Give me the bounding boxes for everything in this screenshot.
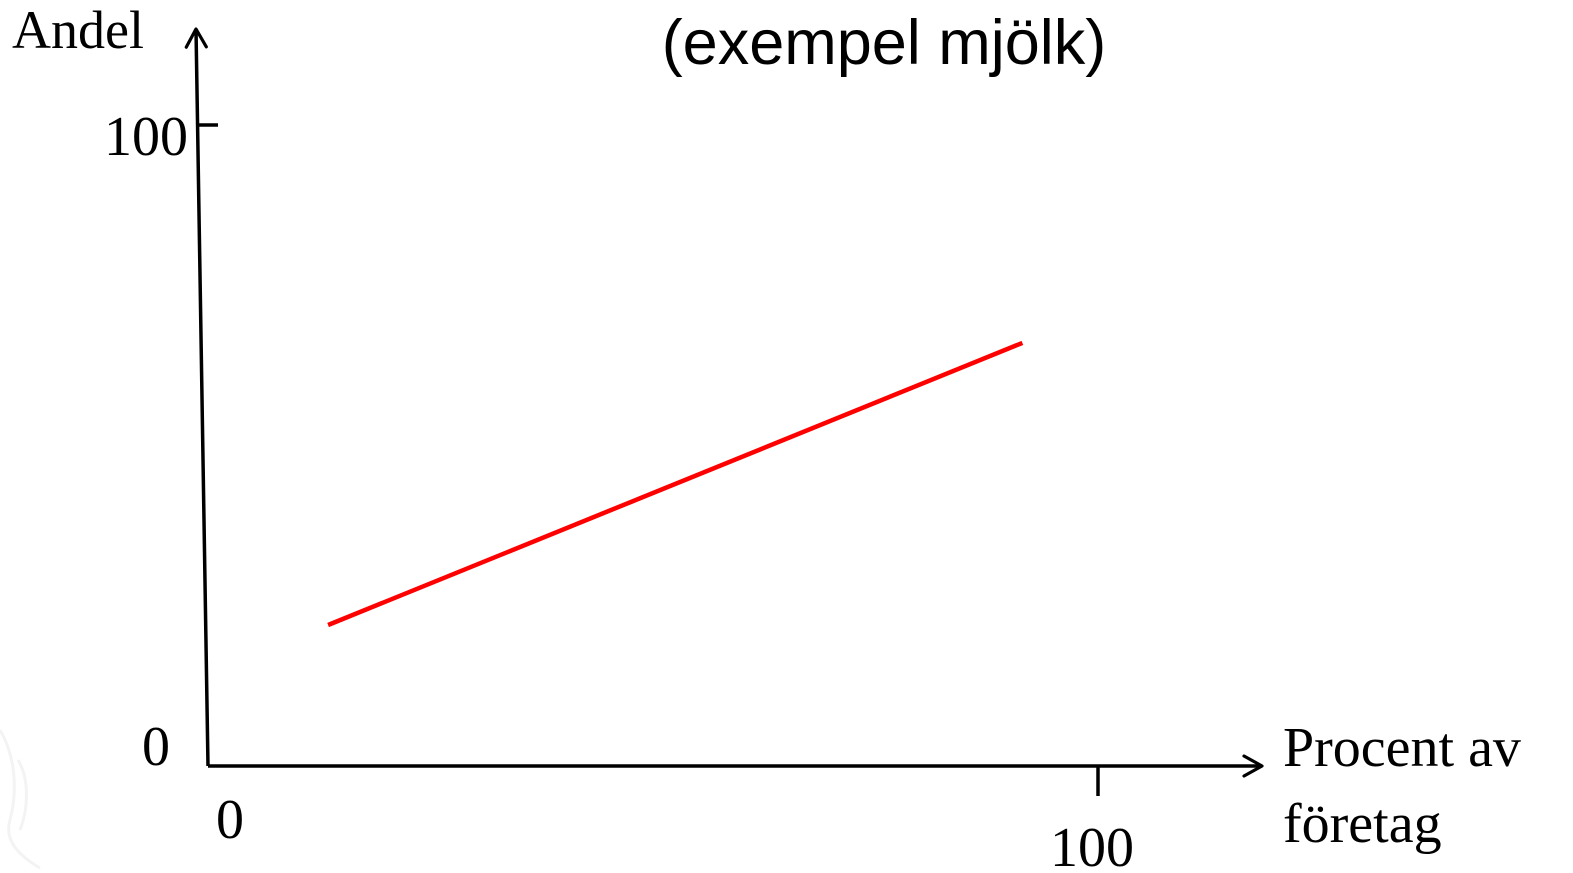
x-tick-label-100: 100	[1050, 817, 1134, 873]
y-tick-label-0: 0	[142, 716, 170, 778]
background-watermark-sketch	[0, 729, 41, 870]
chart-title: (exempel mjölk)	[662, 8, 1107, 78]
y-tick-label-100: 100	[104, 106, 188, 168]
series-layer	[327, 340, 1024, 628]
x-axis-label-line-1: Procent av	[1283, 717, 1521, 779]
x-tick-label-0: 0	[216, 789, 244, 851]
x-axis-label-line-2: företag	[1283, 793, 1442, 855]
y-axis-line	[184, 27, 210, 767]
series-line-0	[327, 340, 1024, 628]
y-axis-label: Andel	[12, 0, 144, 60]
